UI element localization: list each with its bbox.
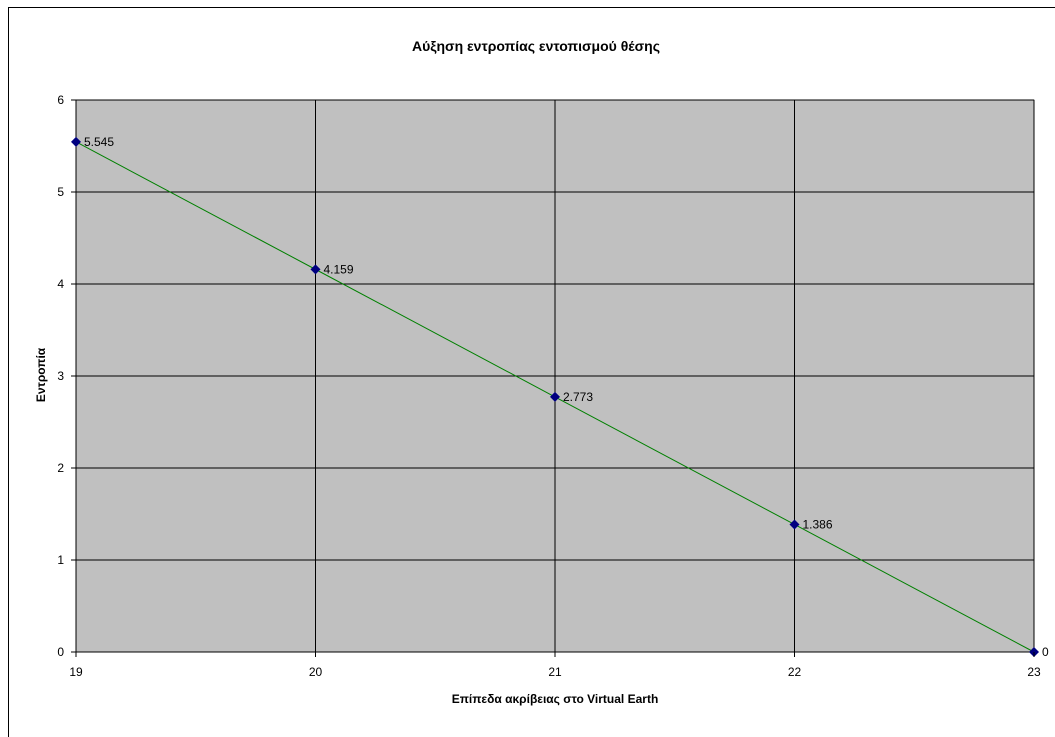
x-tick-label: 20 <box>309 665 323 679</box>
data-point <box>71 136 81 147</box>
y-axis-title: Εντροπία <box>34 347 48 402</box>
y-tick-label: 2 <box>57 461 64 475</box>
chart-title: Αύξηση εντροπίας εντοπισμού θέσης <box>412 38 660 54</box>
data-label: 2.773 <box>563 390 593 404</box>
x-tick-label: 22 <box>788 665 802 679</box>
y-tick-label: 6 <box>57 93 64 107</box>
data-point <box>789 519 800 530</box>
x-tick-label: 21 <box>548 665 562 679</box>
data-label: 1.386 <box>803 517 833 531</box>
y-tick-label: 5 <box>57 185 64 199</box>
data-point <box>550 391 560 402</box>
x-axis-title: Επίπεδα ακρίβειας στο Virtual Earth <box>452 692 659 706</box>
data-label: 5.545 <box>84 135 114 149</box>
y-tick-label: 3 <box>57 369 64 383</box>
y-tick-label: 4 <box>57 277 64 291</box>
chart-frame <box>8 7 1055 737</box>
x-tick-label: 19 <box>69 665 83 679</box>
y-tick-label: 0 <box>57 645 64 659</box>
x-tick-label: 23 <box>1027 665 1041 679</box>
data-label: 4.159 <box>324 262 354 276</box>
data-point <box>310 264 321 275</box>
y-tick-label: 1 <box>57 553 64 567</box>
data-labels: 5.545 4.159 2.773 1.386 0 <box>84 135 1049 659</box>
data-label: 0 <box>1042 645 1049 659</box>
